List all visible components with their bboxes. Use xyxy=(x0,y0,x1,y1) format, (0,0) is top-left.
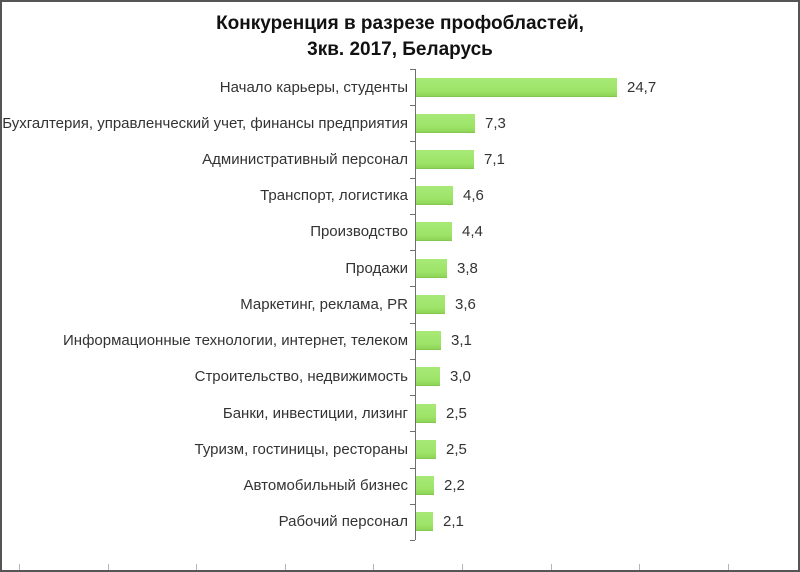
bar xyxy=(416,222,452,242)
category-label: Транспорт, логистика xyxy=(260,187,408,205)
category-label: Информационные технологии, интернет, тел… xyxy=(63,332,408,350)
bar-row: Банки, инвестиции, лизинг 2,5 xyxy=(2,395,798,431)
value-label: 7,3 xyxy=(485,114,506,132)
bar xyxy=(416,294,445,314)
bar-row: Рабочий персонал 2,1 xyxy=(2,504,798,540)
value-axis-tick xyxy=(285,564,286,570)
bar-row: Административный персонал 7,1 xyxy=(2,141,798,177)
bar xyxy=(416,113,475,133)
category-axis-tick xyxy=(410,323,415,324)
bar-zone: 3,6 xyxy=(416,286,476,322)
bar-row: Продажи 3,8 xyxy=(2,250,798,286)
bar xyxy=(416,258,447,278)
value-label: 4,4 xyxy=(462,223,483,241)
value-label: 3,8 xyxy=(457,259,478,277)
value-label: 2,1 xyxy=(443,513,464,531)
bar-zone: 2,2 xyxy=(416,467,465,503)
value-label: 2,5 xyxy=(446,440,467,458)
category-label: Бухгалтерия, управленческий учет, финанс… xyxy=(2,114,408,132)
bar-zone: 4,6 xyxy=(416,178,484,214)
bar xyxy=(416,77,617,97)
bar-zone: 4,4 xyxy=(416,214,483,250)
value-label: 3,1 xyxy=(451,332,472,350)
bar-zone: 2,1 xyxy=(416,504,464,540)
bar-row: Строительство, недвижимость 3,0 xyxy=(2,359,798,395)
bar-row: Маркетинг, реклама, PR 3,6 xyxy=(2,286,798,322)
category-axis-tick xyxy=(410,540,415,541)
category-axis-tick xyxy=(410,431,415,432)
value-label: 7,1 xyxy=(484,151,505,169)
bar xyxy=(416,439,436,459)
value-axis-tick xyxy=(108,564,109,570)
chart-title-line-1: Конкуренция в разрезе профобластей, xyxy=(216,13,584,34)
bar-row: Транспорт, логистика 4,6 xyxy=(2,178,798,214)
bar-zone: 2,5 xyxy=(416,431,467,467)
bar xyxy=(416,331,441,351)
bar-zone: 3,0 xyxy=(416,359,471,395)
category-label: Строительство, недвижимость xyxy=(194,368,408,386)
category-label: Рабочий персонал xyxy=(278,513,408,531)
category-axis-tick xyxy=(410,504,415,505)
bar xyxy=(416,367,440,387)
bar-row: Производство 4,4 xyxy=(2,214,798,250)
bar-row: Начало карьеры, студенты 24,7 xyxy=(2,69,798,105)
value-label: 2,2 xyxy=(444,477,465,495)
bar-zone: 7,3 xyxy=(416,105,506,141)
bar xyxy=(416,186,453,206)
category-axis-tick xyxy=(410,105,415,106)
category-axis-tick xyxy=(410,286,415,287)
bar-row: Бухгалтерия, управленческий учет, финанс… xyxy=(2,105,798,141)
bar-row: Автомобильный бизнес 2,2 xyxy=(2,467,798,503)
category-axis-line xyxy=(415,69,416,540)
value-axis-tick xyxy=(19,564,20,570)
category-axis-tick xyxy=(410,395,415,396)
plot-area: Начало карьеры, студенты 24,7 Бухгалтерия,… xyxy=(2,69,798,541)
category-axis-tick xyxy=(410,178,415,179)
value-axis-tick xyxy=(373,564,374,570)
bar-rows: Начало карьеры, студенты 24,7 Бухгалтерия,… xyxy=(2,69,798,540)
value-axis-tick xyxy=(551,564,552,570)
bar xyxy=(416,150,474,170)
category-axis-tick xyxy=(410,69,415,70)
bar-zone: 7,1 xyxy=(416,141,505,177)
value-axis-tick xyxy=(196,564,197,570)
value-label: 3,6 xyxy=(455,295,476,313)
category-axis-tick xyxy=(410,468,415,469)
bar-zone: 3,8 xyxy=(416,250,478,286)
category-label: Производство xyxy=(310,223,408,241)
category-axis-tick xyxy=(410,214,415,215)
chart-title: Конкуренция в разрезе профобластей, 3кв.… xyxy=(2,11,798,62)
category-axis-tick xyxy=(410,359,415,360)
bar xyxy=(416,512,433,532)
bar-zone: 3,1 xyxy=(416,323,472,359)
bar-row: Туризм, гостиницы, рестораны 2,5 xyxy=(2,431,798,467)
category-label: Продажи xyxy=(345,259,408,277)
category-axis-tick xyxy=(410,250,415,251)
value-label: 4,6 xyxy=(463,187,484,205)
value-label: 24,7 xyxy=(627,78,657,96)
category-label: Административный персонал xyxy=(202,151,408,169)
bar-row: Информационные технологии, интернет, тел… xyxy=(2,323,798,359)
bar-zone: 2,5 xyxy=(416,395,467,431)
bar xyxy=(416,403,436,423)
value-label: 2,5 xyxy=(446,404,467,422)
category-label: Маркетинг, реклама, PR xyxy=(240,295,408,313)
category-axis-tick xyxy=(410,141,415,142)
category-label: Банки, инвестиции, лизинг xyxy=(222,404,408,422)
value-axis-tick xyxy=(462,564,463,570)
value-label: 3,0 xyxy=(450,368,471,386)
value-axis-tick xyxy=(728,564,729,570)
category-label: Начало карьеры, студенты xyxy=(219,78,408,96)
category-label: Автомобильный бизнес xyxy=(243,477,408,495)
category-label: Туризм, гостиницы, рестораны xyxy=(194,440,408,458)
bar xyxy=(416,476,434,496)
bar-zone: 24,7 xyxy=(416,69,656,105)
chart-title-line-2: 3кв. 2017, Беларусь xyxy=(307,38,493,60)
value-axis-tick xyxy=(639,564,640,570)
